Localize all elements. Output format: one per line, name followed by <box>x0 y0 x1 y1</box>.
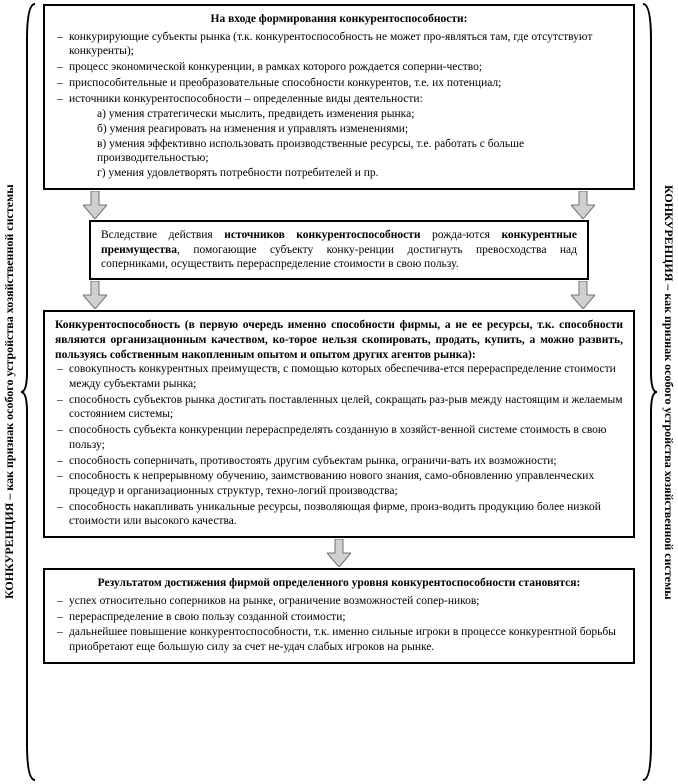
arrow-row-double-1 <box>43 190 635 220</box>
sublist-item: в) умения эффективно использовать произв… <box>97 137 623 166</box>
box2-text-pre: Вследствие действия <box>101 229 224 241</box>
box-result: Результатом достижения фирмой определенн… <box>43 568 635 664</box>
list-item: успех относительно соперников на рынке, … <box>55 594 623 609</box>
box4-list: успех относительно соперников на рынке, … <box>55 594 623 655</box>
down-arrow-icon <box>571 191 595 219</box>
list-item: способность субъектов рынка достигать по… <box>55 393 623 422</box>
diagram-container: КОНКУРЕНЦИЯ – как признак особого устрой… <box>0 0 678 784</box>
box-sources-advantages: Вследствие действия источников конкурент… <box>89 220 589 280</box>
down-arrow-icon <box>83 191 107 219</box>
list-item: источники конкурентоспособности – опреде… <box>55 92 623 181</box>
sublist-item: б) умения реагировать на изменения и упр… <box>97 122 623 137</box>
list-item: способность соперничать, противостоять д… <box>55 454 623 469</box>
down-arrow-icon <box>571 281 595 309</box>
box1-sublist: а) умения стратегически мыслить, предвид… <box>69 107 623 181</box>
list-item: процесс экономической конкуренции, в рам… <box>55 60 623 75</box>
box2-text-mid: рожда-ются <box>421 229 502 241</box>
list-item: перераспределение в свою пользу созданно… <box>55 610 623 625</box>
right-side-label: КОНКУРЕНЦИЯ – как признак особого устрой… <box>659 0 678 784</box>
list-item: способность к непрерывному обучению, заи… <box>55 469 623 498</box>
sublist-item: г) умения удовлетворять потребности потр… <box>97 166 623 181</box>
list-item: способность накапливать уникальные ресур… <box>55 500 623 529</box>
box1-title: На входе формирования конкурентоспособно… <box>55 12 623 27</box>
left-side-label: КОНКУРЕНЦИЯ – как признак особого устрой… <box>0 0 19 784</box>
arrow-row-double-2 <box>43 280 635 310</box>
box-input-formation: На входе формирования конкурентоспособно… <box>43 4 635 190</box>
content-column: На входе формирования конкурентоспособно… <box>37 0 641 784</box>
right-brace <box>641 0 659 784</box>
list-item: приспособительные и преобразовательные с… <box>55 76 623 91</box>
box3-list: совокупность конкурентных преимуществ, с… <box>55 362 623 529</box>
list-item: дальнейшее повышение конкурентоспособнос… <box>55 625 623 654</box>
list-item: способность субъекта конкуренции перерас… <box>55 423 623 452</box>
down-arrow-icon <box>327 539 351 567</box>
box-competitiveness: Конкурентоспособность (в первую очередь … <box>43 310 635 538</box>
box3-title: Конкурентоспособность (в первую очередь … <box>55 318 623 362</box>
list-item: совокупность конкурентных преимуществ, с… <box>55 362 623 391</box>
box4-title: Результатом достижения фирмой определенн… <box>55 576 623 591</box>
down-arrow-icon <box>83 281 107 309</box>
box2-bold1: источников конкурентоспособности <box>224 229 420 241</box>
list-item-text: источники конкурентоспособности – опреде… <box>69 93 423 105</box>
list-item: конкурирующие субъекты рынка (т.к. конку… <box>55 30 623 59</box>
sublist-item: а) умения стратегически мыслить, предвид… <box>97 107 623 122</box>
box1-list: конкурирующие субъекты рынка (т.к. конку… <box>55 30 623 181</box>
left-brace <box>19 0 37 784</box>
arrow-row-single <box>43 538 635 568</box>
